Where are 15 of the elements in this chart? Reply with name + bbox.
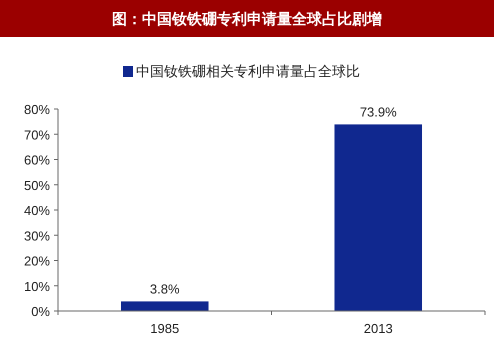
y-tick-label: 80% (24, 102, 50, 117)
legend-label: 中国钕铁硼相关专利申请量占全球比 (136, 63, 360, 79)
x-tick-label: 2013 (364, 321, 393, 336)
y-tick-label: 50% (24, 178, 50, 193)
data-label: 73.9% (360, 104, 398, 120)
y-tick-label: 60% (24, 152, 50, 168)
y-tick-label: 30% (24, 228, 50, 244)
y-tick-label: 20% (24, 254, 50, 268)
y-tick-label: 40% (24, 203, 50, 218)
data-label: 3.8% (150, 281, 180, 296)
y-tick-label: 0% (31, 304, 50, 319)
x-tick-label: 1985 (150, 321, 180, 336)
y-tick-label: 10% (24, 278, 50, 294)
y-tick-label: 70% (24, 127, 50, 142)
chart-title: 图：中国钕铁硼专利申请量全球占比剧增 (112, 11, 382, 28)
